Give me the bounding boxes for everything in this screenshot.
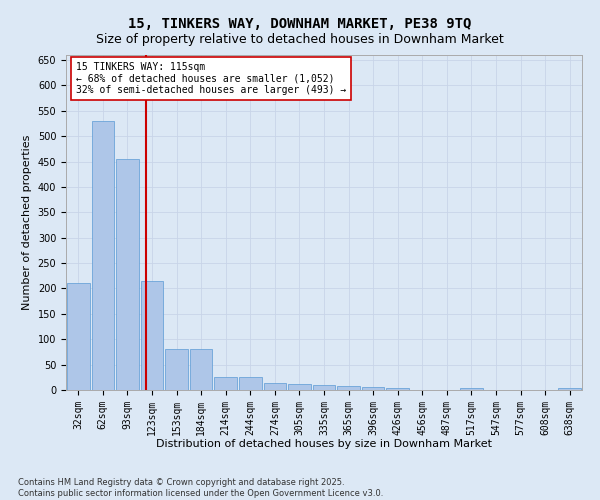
Bar [140,281,163,390]
Bar [337,386,360,390]
X-axis label: Distribution of detached houses by size in Downham Market: Distribution of detached houses by size … [156,439,492,449]
Bar [214,378,237,390]
Bar [263,383,286,390]
Bar [460,388,483,390]
Text: 15, TINKERS WAY, DOWNHAM MARKET, PE38 9TQ: 15, TINKERS WAY, DOWNHAM MARKET, PE38 9T… [128,18,472,32]
Bar [239,378,262,390]
Bar [313,385,335,390]
Bar [386,388,409,390]
Bar [288,384,311,390]
Bar [362,388,385,390]
Text: Size of property relative to detached houses in Downham Market: Size of property relative to detached ho… [96,32,504,46]
Text: Contains HM Land Registry data © Crown copyright and database right 2025.
Contai: Contains HM Land Registry data © Crown c… [18,478,383,498]
Bar [165,350,188,390]
Bar [190,350,212,390]
Bar [559,388,581,390]
Bar [67,284,89,390]
Y-axis label: Number of detached properties: Number of detached properties [22,135,32,310]
Text: 15 TINKERS WAY: 115sqm
← 68% of detached houses are smaller (1,052)
32% of semi-: 15 TINKERS WAY: 115sqm ← 68% of detached… [76,62,347,95]
Bar [116,159,139,390]
Bar [92,121,114,390]
